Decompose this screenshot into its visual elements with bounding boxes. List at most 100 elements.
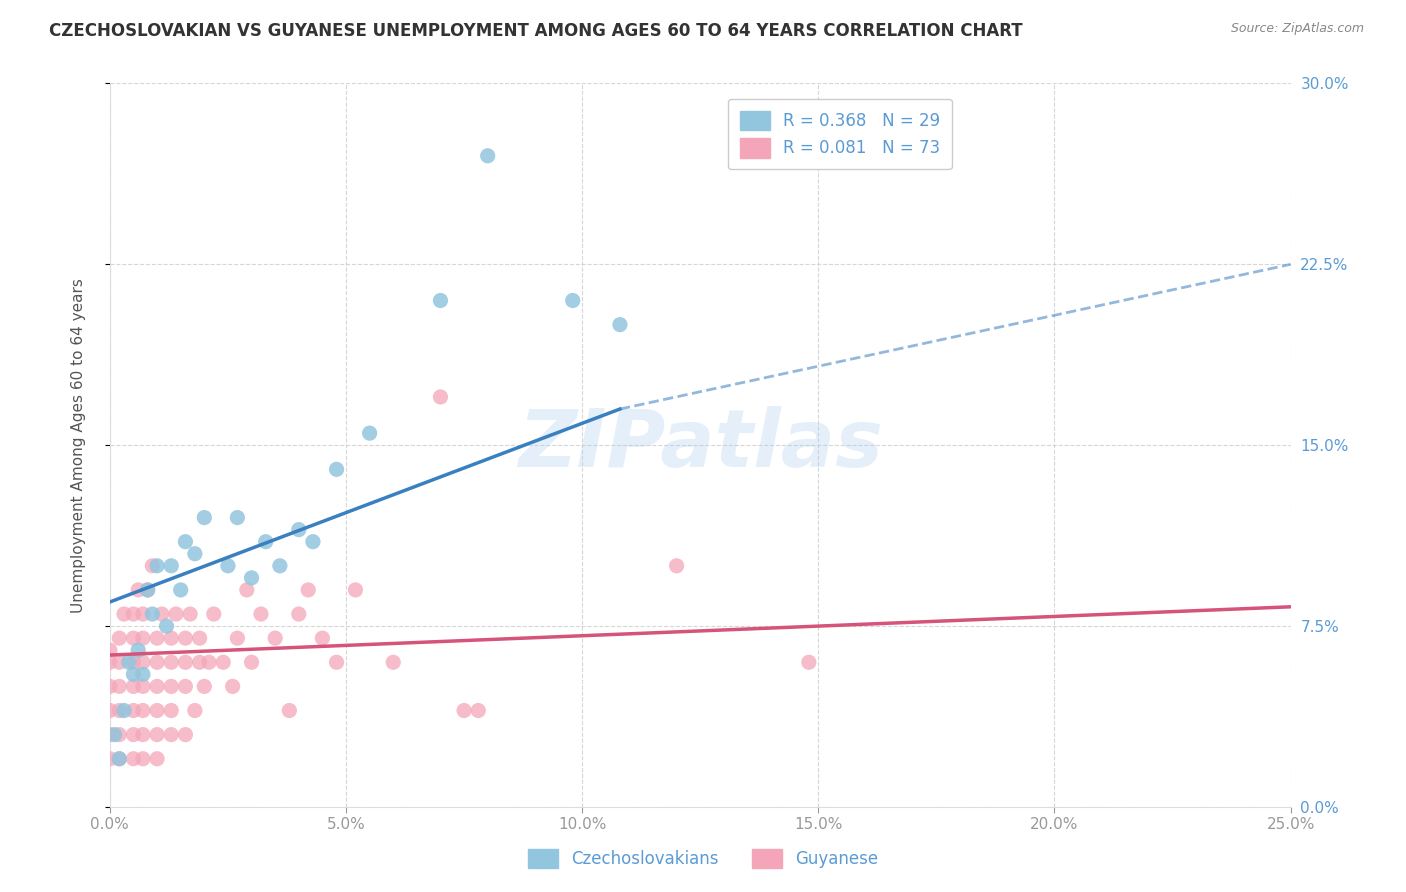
Point xyxy=(108,679,131,693)
Text: CZECHOSLOVAKIAN VS GUYANESE UNEMPLOYMENT AMONG AGES 60 TO 64 YEARS CORRELATION C: CZECHOSLOVAKIAN VS GUYANESE UNEMPLOYMENT… xyxy=(49,22,1022,40)
Point xyxy=(98,752,121,766)
Point xyxy=(108,631,131,645)
Point xyxy=(236,582,259,597)
Point xyxy=(146,558,169,573)
Point xyxy=(287,607,309,621)
Point xyxy=(108,752,131,766)
Point xyxy=(165,607,187,621)
Point xyxy=(311,631,333,645)
Point xyxy=(561,293,583,308)
Point xyxy=(98,655,121,669)
Point xyxy=(269,558,291,573)
Point xyxy=(122,679,145,693)
Text: ZIPatlas: ZIPatlas xyxy=(517,406,883,484)
Point xyxy=(98,643,121,657)
Point xyxy=(127,643,149,657)
Point xyxy=(302,534,325,549)
Point xyxy=(254,534,277,549)
Point xyxy=(132,631,155,645)
Point xyxy=(160,704,183,718)
Point xyxy=(359,426,381,441)
Point xyxy=(226,631,249,645)
Point xyxy=(250,607,273,621)
Point xyxy=(382,655,405,669)
Point xyxy=(122,607,145,621)
Point xyxy=(132,655,155,669)
Point xyxy=(179,607,201,621)
Point xyxy=(609,318,631,332)
Point xyxy=(108,655,131,669)
Point xyxy=(122,667,145,681)
Point xyxy=(122,631,145,645)
Point xyxy=(108,728,131,742)
Point xyxy=(98,679,121,693)
Point xyxy=(170,582,193,597)
Point xyxy=(184,547,207,561)
Point xyxy=(477,149,499,163)
Point xyxy=(118,655,141,669)
Point xyxy=(146,679,169,693)
Point xyxy=(122,655,145,669)
Point xyxy=(193,510,215,524)
Point xyxy=(160,655,183,669)
Point xyxy=(174,655,197,669)
Point xyxy=(136,582,159,597)
Point xyxy=(188,631,211,645)
Point xyxy=(240,571,263,585)
Point xyxy=(132,667,155,681)
Point xyxy=(112,704,135,718)
Point xyxy=(429,390,451,404)
Point xyxy=(132,704,155,718)
Point xyxy=(278,704,301,718)
Point xyxy=(198,655,221,669)
Point xyxy=(155,619,177,633)
Point xyxy=(429,293,451,308)
Point xyxy=(325,462,347,476)
Point xyxy=(202,607,225,621)
Point xyxy=(122,752,145,766)
Point xyxy=(98,704,121,718)
Point xyxy=(146,728,169,742)
Point xyxy=(141,607,163,621)
Point xyxy=(108,704,131,718)
Point xyxy=(453,704,475,718)
Point xyxy=(98,728,121,742)
Point xyxy=(136,582,159,597)
Point xyxy=(160,631,183,645)
Point xyxy=(344,582,367,597)
Point xyxy=(146,655,169,669)
Point xyxy=(108,752,131,766)
Point xyxy=(160,679,183,693)
Point xyxy=(193,679,215,693)
Point xyxy=(132,752,155,766)
Point xyxy=(174,728,197,742)
Text: Source: ZipAtlas.com: Source: ZipAtlas.com xyxy=(1230,22,1364,36)
Point xyxy=(141,558,163,573)
Point xyxy=(122,728,145,742)
Point xyxy=(665,558,688,573)
Point xyxy=(240,655,263,669)
Point xyxy=(146,704,169,718)
Point xyxy=(264,631,287,645)
Point xyxy=(325,655,347,669)
Point xyxy=(221,679,243,693)
Point xyxy=(112,607,135,621)
Point xyxy=(226,510,249,524)
Y-axis label: Unemployment Among Ages 60 to 64 years: Unemployment Among Ages 60 to 64 years xyxy=(72,277,86,613)
Point xyxy=(122,704,145,718)
Point xyxy=(217,558,239,573)
Point xyxy=(132,607,155,621)
Point xyxy=(150,607,173,621)
Point xyxy=(127,582,149,597)
Point xyxy=(174,679,197,693)
Point xyxy=(146,631,169,645)
Point xyxy=(132,728,155,742)
Point xyxy=(797,655,820,669)
Point xyxy=(184,704,207,718)
Point xyxy=(188,655,211,669)
Point xyxy=(132,679,155,693)
Legend: Czechoslovakians, Guyanese: Czechoslovakians, Guyanese xyxy=(522,842,884,875)
Point xyxy=(174,631,197,645)
Point xyxy=(146,752,169,766)
Point xyxy=(212,655,235,669)
